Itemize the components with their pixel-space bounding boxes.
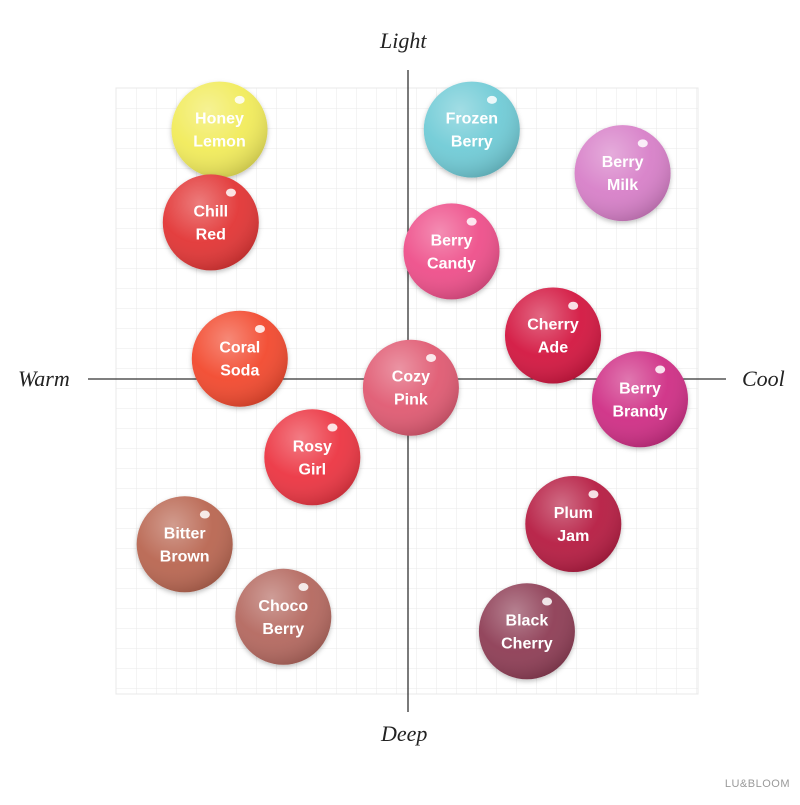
shade-label-line: Berry [602,154,644,171]
shade-gloss [171,81,268,178]
shade-bubble-bitter-brown: Bitter Brown [136,496,233,593]
shade-label-line: Brandy [612,403,667,420]
shade-label-line: Lemon [193,134,245,151]
shade-bubble-cozy-pink: Cozy Pink [362,339,459,436]
shade-bubble-choco-berry: Choco Berry [235,568,332,665]
shade-label-line: Pink [394,392,428,409]
shade-gloss [505,287,601,384]
shade-label: Berry Brandy [612,380,667,420]
shade-highlight [655,365,666,374]
shade-bubble-honey-lemon: Honey Lemon [171,81,268,178]
shade-label: Choco Berry [258,598,308,638]
shade-label-line: Milk [607,177,638,194]
shade-gloss [403,203,500,300]
shade-gloss [574,125,671,222]
shade-bubble-berry-milk: Berry Milk [574,125,671,222]
shade-highlight [637,139,648,148]
shade-label: Coral Soda [219,340,260,380]
shade-label-line: Rosy [293,438,332,455]
shade-bubble-berry-candy: Berry Candy [403,203,500,300]
shade-gloss [264,409,361,506]
shade-bubble-frozen-berry: Frozen Berry [423,81,520,178]
shade-gloss [478,583,575,680]
shade-highlight [486,95,497,104]
shade-gloss [423,81,520,178]
shade-highlight [466,217,477,226]
shade-label-line: Frozen [446,111,498,128]
shade-highlight [327,423,338,432]
shade-gloss [525,476,622,572]
shade-label: Chill Red [193,203,228,243]
shade-label: Plum Jam [554,505,593,545]
shade-label: Cherry Ade [527,317,579,357]
shade-label-line: Plum [554,505,593,522]
shade-label-line: Jam [557,528,589,545]
shade-label-line: Berry [431,232,473,249]
shade-highlight [254,324,265,333]
axis-label-left: Warm [18,366,70,391]
shade-bubble-berry-brandy: Berry Brandy [592,351,688,448]
shade-gloss [136,496,233,593]
shade-gloss [235,568,332,665]
shade-label-line: Chill [193,203,228,220]
shade-gloss [162,174,259,271]
axis-label-top: Light [380,28,427,53]
shade-highlight [588,490,599,499]
shade-label-line: Bitter [164,525,206,542]
shade-label-line: Honey [195,111,244,128]
shade-bubble-chill-red: Chill Red [162,174,259,271]
shade-label: Bitter Brown [160,525,210,565]
shade-highlight [234,95,245,104]
shade-bubble-plum-jam: Plum Jam [525,476,622,572]
shade-label-line: Black [506,612,549,629]
shade-label: Cozy Pink [392,369,430,409]
shade-label-line: Cozy [392,369,430,386]
shade-label-line: Brown [160,548,210,565]
shade-highlight [225,188,236,197]
shade-label-line: Girl [299,461,327,478]
shade-label: Black Cherry [501,612,553,652]
shade-label: Frozen Berry [446,111,498,151]
shade-label-line: Coral [219,340,260,357]
shade-label-line: Cherry [501,635,553,652]
shade-highlight [568,301,579,310]
shade-bubble-cherry-ade: Cherry Ade [505,287,601,384]
shade-bubble-black-cherry: Black Cherry [478,583,575,680]
shade-label: Berry Candy [427,232,476,272]
shade-highlight [426,353,437,362]
axis-label-bottom: Deep [381,721,428,746]
shade-label-line: Berry [619,380,661,397]
shade-label: Rosy Girl [293,438,332,478]
shade-label-line: Cherry [527,317,579,334]
shade-label-line: Berry [262,621,304,638]
shade-label-line: Ade [538,340,568,357]
shade-label-line: Choco [258,598,308,615]
shade-label-line: Berry [451,134,493,151]
shade-highlight [298,583,309,592]
axis-label-right: Cool [742,366,785,391]
shade-bubble-rosy-girl: Rosy Girl [264,409,361,506]
shade-gloss [362,339,459,436]
shade-label-line: Red [196,226,226,243]
shade-label-line: Candy [427,255,476,272]
shade-label: Honey Lemon [193,111,245,151]
shade-highlight [542,597,553,606]
brand-logo: LU&BLOOM [724,778,790,790]
shades-layer: Honey Lemon Frozen Berry Berry Milk Chill Red Be… [136,81,688,680]
shade-bubble-coral-soda: Coral Soda [191,310,288,407]
shade-gloss [191,310,288,407]
shade-highlight [199,510,210,519]
shade-gloss [592,351,688,448]
shade-label: Berry Milk [602,154,644,194]
shade-label-line: Soda [220,363,259,380]
